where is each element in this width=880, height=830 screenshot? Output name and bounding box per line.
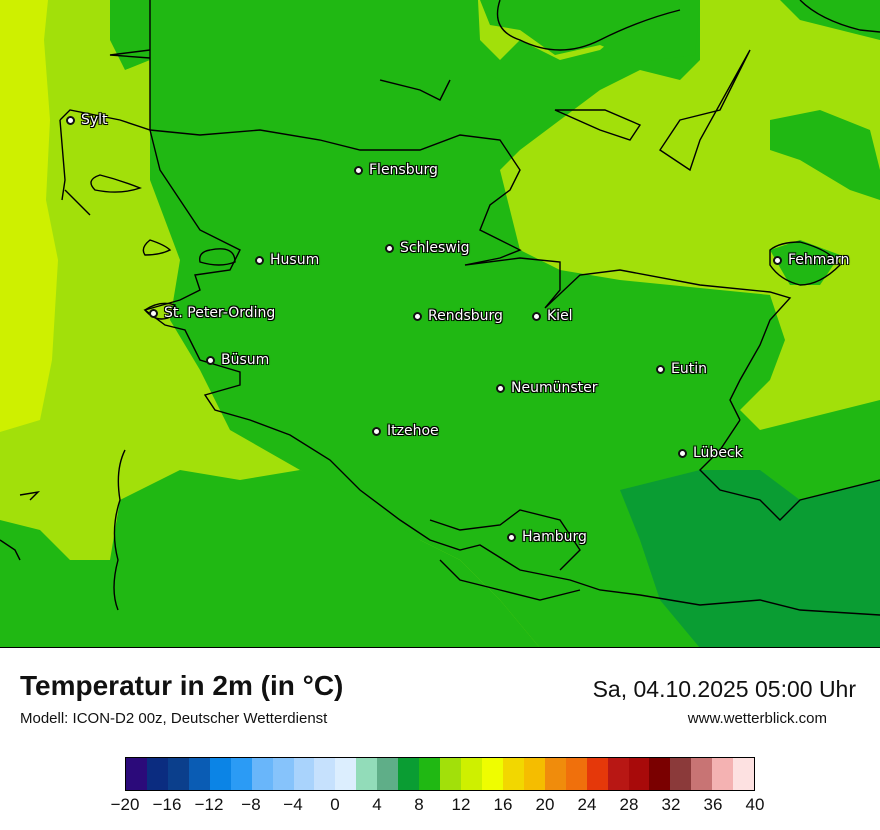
colorbar-segment	[126, 758, 147, 790]
colorbar-tick-label: −12	[194, 795, 224, 814]
colorbar-tick-label: 8	[414, 795, 424, 814]
city-dot-icon	[507, 532, 516, 542]
colorbar-segment	[356, 758, 378, 790]
colorbar-segment	[146, 758, 168, 790]
colorbar-segment	[419, 758, 441, 790]
colorbar-tick-label: 4	[372, 795, 382, 814]
colorbar-segment	[502, 758, 524, 790]
colorbar-segment	[712, 758, 734, 790]
city-dot-icon	[372, 426, 381, 436]
colorbar-segment	[398, 758, 420, 790]
colorbar-tick-label: −4	[283, 795, 303, 814]
colorbar-segment	[335, 758, 357, 790]
city-dot-icon	[532, 311, 541, 321]
city-dot-icon	[496, 383, 505, 393]
city-marker: Schleswig	[385, 239, 470, 257]
colorbar-segment	[628, 758, 650, 790]
city-marker: Hamburg	[507, 528, 587, 546]
colorbar-tick-label: −8	[241, 795, 261, 814]
city-label: Hamburg	[522, 529, 587, 545]
colorbar-segment	[733, 758, 755, 790]
city-dot-icon	[413, 311, 422, 321]
city-marker: Rendsburg	[413, 307, 503, 325]
colorbar-tick-label: 0	[330, 795, 340, 814]
colorbar-segment	[314, 758, 336, 790]
colorbar-tick-label: −20	[110, 795, 140, 814]
city-dot-icon	[385, 243, 394, 253]
city-label: Schleswig	[400, 240, 470, 256]
city-marker: Husum	[255, 251, 320, 269]
city-marker: Kiel	[532, 307, 573, 325]
forecast-datetime: Sa, 04.10.2025 05:00 Uhr	[592, 676, 856, 702]
city-label: Itzehoe	[387, 423, 439, 439]
colorbar-segment	[649, 758, 671, 790]
colorbar-segment	[209, 758, 231, 790]
city-marker: Büsum	[206, 351, 270, 369]
city-dot-icon	[255, 255, 264, 265]
colorbar-tick-label: 12	[451, 795, 471, 814]
model-info: Modell: ICON-D2 00z, Deutscher Wetterdie…	[20, 710, 328, 727]
weather-map: Sylt Flensburg Schleswig Husum Fehmarn St. Pe…	[0, 0, 880, 648]
colorbar-segment	[565, 758, 587, 790]
city-marker: Sylt	[66, 111, 108, 129]
city-marker: Itzehoe	[372, 422, 439, 440]
temperature-colorbar	[125, 757, 755, 791]
city-marker: Flensburg	[354, 161, 438, 179]
city-dot-icon	[354, 165, 363, 175]
colorbar-segment	[188, 758, 210, 790]
colorbar-segment	[461, 758, 482, 790]
colorbar-tick-label: 32	[661, 795, 681, 814]
colorbar-segment	[230, 758, 252, 790]
city-label: Lübeck	[693, 445, 743, 461]
city-marker: St. Peter-Ording	[149, 304, 276, 322]
city-label: Neumünster	[511, 380, 598, 396]
colorbar-segment	[272, 758, 294, 790]
city-label: Büsum	[221, 352, 270, 368]
colorbar-segment	[544, 758, 566, 790]
city-label: Eutin	[671, 361, 707, 377]
city-label: Kiel	[547, 308, 573, 324]
city-dot-icon	[66, 115, 75, 125]
city-marker: Lübeck	[678, 444, 743, 462]
map-title: Temperatur in 2m (in °C)	[20, 670, 344, 701]
colorbar-tick-label: −16	[152, 795, 182, 814]
website-link[interactable]: www.wetterblick.com	[687, 710, 827, 727]
colorbar-tick-label: 20	[535, 795, 555, 814]
colorbar-tick-label: 36	[703, 795, 723, 814]
city-label: Sylt	[81, 112, 108, 128]
city-label: Husum	[270, 252, 320, 268]
colorbar-tick-label: 24	[577, 795, 597, 814]
colorbar-segment	[251, 758, 273, 790]
colorbar-segment	[377, 758, 399, 790]
city-dot-icon	[149, 308, 158, 318]
city-marker: Fehmarn	[773, 251, 850, 269]
city-marker: Eutin	[656, 360, 707, 378]
colorbar-tick-label: 16	[493, 795, 513, 814]
colorbar-segment	[293, 758, 315, 790]
temperature-field	[0, 0, 880, 647]
colorbar-segment	[586, 758, 608, 790]
city-label: Flensburg	[369, 162, 438, 178]
colorbar-segment	[670, 758, 692, 790]
colorbar-tick-label: 40	[745, 795, 765, 814]
colorbar-ticks: −20 −16 −12 −8 −4 0 4 8 12 16 20 24 28 32 36 40	[111, 795, 765, 825]
city-dot-icon	[206, 355, 215, 365]
city-dot-icon	[678, 448, 687, 458]
colorbar-segment	[691, 758, 713, 790]
city-dot-icon	[656, 364, 665, 374]
city-label: Fehmarn	[788, 252, 850, 268]
colorbar-segment	[523, 758, 545, 790]
colorbar-segment	[481, 758, 503, 790]
city-label: Rendsburg	[428, 308, 503, 324]
city-marker: Neumünster	[496, 379, 598, 397]
colorbar-segment	[607, 758, 629, 790]
city-dot-icon	[773, 255, 782, 265]
city-label: St. Peter-Ording	[164, 305, 276, 321]
colorbar-segment	[167, 758, 189, 790]
colorbar-tick-label: 28	[619, 795, 639, 814]
colorbar-segment	[440, 758, 461, 790]
